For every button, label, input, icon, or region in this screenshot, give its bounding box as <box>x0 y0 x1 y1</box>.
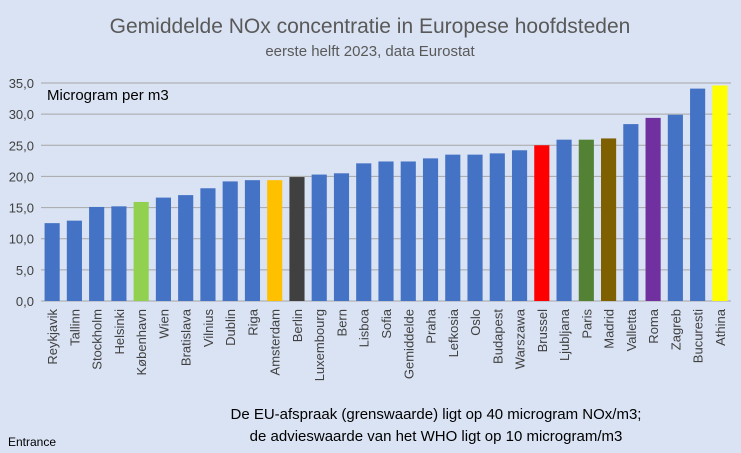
bar-vilnius <box>200 188 216 301</box>
bar-wien <box>155 197 171 301</box>
bar-budapest <box>489 153 505 301</box>
x-tick-label: Riga <box>245 308 260 336</box>
bar-stockholm <box>89 206 105 301</box>
bar-warszawa <box>511 150 528 301</box>
x-tick-label: København <box>134 309 149 376</box>
x-tick-label: Wien <box>156 309 171 339</box>
x-tick-label: Roma <box>646 308 661 343</box>
x-tick-label: Madrid <box>602 309 617 349</box>
bar-paris <box>578 139 594 301</box>
x-tick-label: Luxembourg <box>312 309 327 381</box>
bar-lefkosia <box>445 154 461 301</box>
x-tick-label: Dublin <box>223 309 238 346</box>
bar-dublin <box>222 181 238 301</box>
bar-valletta <box>623 124 639 301</box>
x-tick-label: Bratislava <box>179 308 194 366</box>
y-tick-label: 15,0 <box>9 201 34 216</box>
x-tick-label: Paris <box>579 309 594 339</box>
note-line-1: De EU-afspraak (grenswaarde) ligt op 40 … <box>231 406 642 423</box>
bar-sofia <box>378 161 394 301</box>
x-tick-label: Berlin <box>290 309 305 342</box>
x-tick-label: Athina <box>713 308 728 346</box>
y-tick-label: 20,0 <box>9 169 34 184</box>
x-tick-label: Brussel <box>535 309 550 352</box>
x-tick-label: Tallinn <box>67 309 82 346</box>
x-tick-label: Reykjavik <box>45 309 60 365</box>
bar-praha <box>422 158 439 301</box>
y-tick-label: 35,0 <box>9 76 34 91</box>
x-axis-ticks: Reykjavik Tallinn Stockholm Helsinki Københa… <box>45 308 728 381</box>
x-tick-label: Bern <box>334 309 349 336</box>
y-tick-label: 25,0 <box>9 138 34 153</box>
x-tick-label: Lefkosia <box>446 308 461 357</box>
bar-athina <box>712 85 728 302</box>
bar-brussel <box>534 145 550 301</box>
x-tick-label: Vilnius <box>201 309 216 348</box>
y-axis-unit-label: Microgram per m3 <box>47 87 169 104</box>
chart-subtitle: eerste helft 2023, data Eurostat <box>265 43 475 60</box>
x-tick-label: Lisboa <box>357 308 372 347</box>
source-label: Entrance <box>8 435 56 449</box>
bar-oslo <box>467 154 483 301</box>
bar-amsterdam <box>267 180 283 301</box>
x-tick-label: Sofia <box>379 308 394 338</box>
bar-bucuresti <box>690 88 706 301</box>
y-axis-ticks: 0,0 5,0 10,0 15,0 20,0 25,0 30,0 35,0 <box>9 76 34 309</box>
x-tick-label: Zagreb <box>668 309 683 350</box>
chart-title: Gemiddelde NOx concentratie in Europese … <box>110 15 631 38</box>
x-tick-label: Warszawa <box>513 308 528 369</box>
bar-roma <box>645 117 661 301</box>
bar-tallinn <box>66 220 82 301</box>
y-tick-label: 5,0 <box>16 263 34 278</box>
x-tick-label: Oslo <box>468 309 483 336</box>
bar-zagreb <box>667 114 683 302</box>
bar-riga <box>244 180 261 301</box>
x-tick-label: Valletta <box>624 308 639 351</box>
bar-københavn <box>133 201 149 301</box>
bars <box>44 85 728 302</box>
x-tick-label: Budapest <box>490 309 505 364</box>
bar-gemiddelde <box>400 161 416 301</box>
bar-ljubljana <box>556 139 572 301</box>
x-tick-label: Ljubljana <box>557 308 572 361</box>
x-tick-label: Amsterdam <box>268 309 283 375</box>
y-tick-label: 30,0 <box>9 107 34 122</box>
x-tick-label: Helsinki <box>112 309 127 355</box>
bar-luxembourg <box>311 174 327 301</box>
bar-helsinki <box>111 206 127 301</box>
bar-bratislava <box>178 195 194 301</box>
x-tick-label: Stockholm <box>90 309 105 370</box>
note-line-2: de advieswaarde van het WHO ligt op 10 m… <box>250 428 623 445</box>
x-tick-label: Bucuresti <box>691 309 706 363</box>
bar-madrid <box>601 138 617 301</box>
bar-reykjavik <box>44 223 60 301</box>
x-tick-label: Praha <box>424 308 439 343</box>
y-tick-label: 10,0 <box>9 232 34 247</box>
y-tick-label: 0,0 <box>16 294 34 309</box>
bar-berlin <box>289 177 305 301</box>
x-tick-label: Gemiddelde <box>401 309 416 379</box>
bar-lisboa <box>356 163 372 301</box>
bar-bern <box>333 173 350 301</box>
